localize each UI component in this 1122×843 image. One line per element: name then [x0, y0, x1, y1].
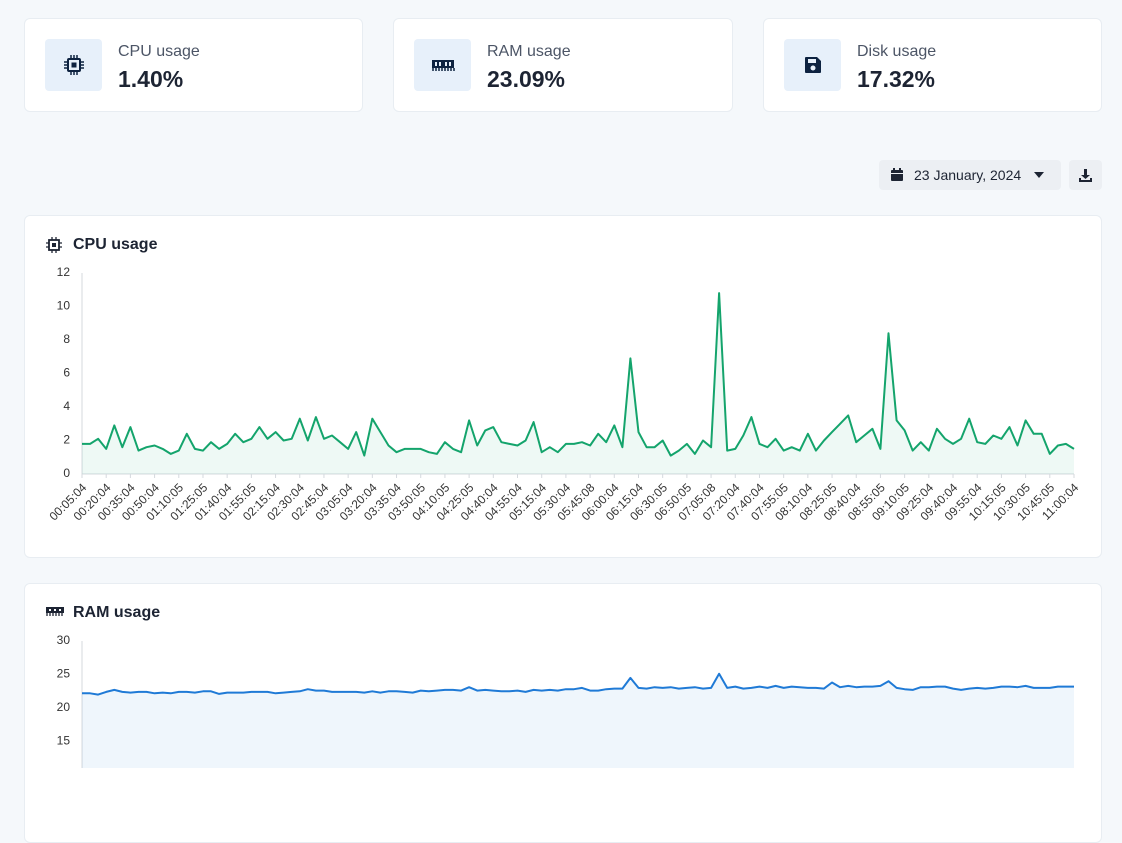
y-tick-label: 10 — [57, 299, 71, 313]
date-label: 23 January, 2024 — [914, 167, 1022, 183]
y-tick-label: 30 — [57, 633, 71, 647]
area — [82, 673, 1074, 768]
stat-card: CPU usage 1.40% — [24, 18, 363, 112]
y-tick-label: 6 — [63, 366, 70, 380]
chart-title: RAM usage — [73, 604, 160, 621]
line — [82, 672, 1074, 696]
stat-label: CPU usage — [118, 43, 200, 60]
y-tick-label: 0 — [63, 466, 70, 480]
stat-label: Disk usage — [857, 43, 937, 60]
y-tick-label: 25 — [57, 667, 71, 681]
download-button[interactable] — [1069, 160, 1102, 190]
ram-icon — [46, 607, 64, 616]
y-tick-label: 2 — [63, 433, 70, 447]
y-tick-label: 4 — [63, 399, 70, 413]
stat-label: RAM usage — [487, 43, 571, 60]
y-tick-label: 8 — [63, 332, 70, 346]
y-tick-label: 12 — [57, 265, 71, 279]
stat-card: Disk usage 17.32% — [763, 18, 1102, 112]
stat-card: RAM usage 23.09% — [393, 18, 733, 112]
chart-card — [24, 215, 1102, 558]
stat-value: 1.40% — [118, 66, 184, 92]
page: CPU usage 1.40% RAM usage 23.09% Disk us… — [24, 18, 1102, 843]
cpu-icon — [46, 237, 62, 253]
area — [82, 293, 1074, 474]
stat-value: 17.32% — [857, 66, 936, 92]
chart-title: CPU usage — [73, 236, 158, 253]
charts: CPU usage02468101200:05:0400:20:0400:35:… — [46, 236, 1082, 768]
date-picker[interactable]: 23 January, 2024 — [879, 160, 1061, 190]
cpu-icon — [45, 39, 102, 91]
y-tick-label: 20 — [57, 700, 71, 714]
disk-icon — [784, 39, 841, 91]
y-tick-label: 15 — [57, 734, 71, 748]
stat-value: 23.09% — [487, 66, 566, 92]
ram-icon — [414, 39, 471, 91]
line — [82, 292, 1075, 457]
